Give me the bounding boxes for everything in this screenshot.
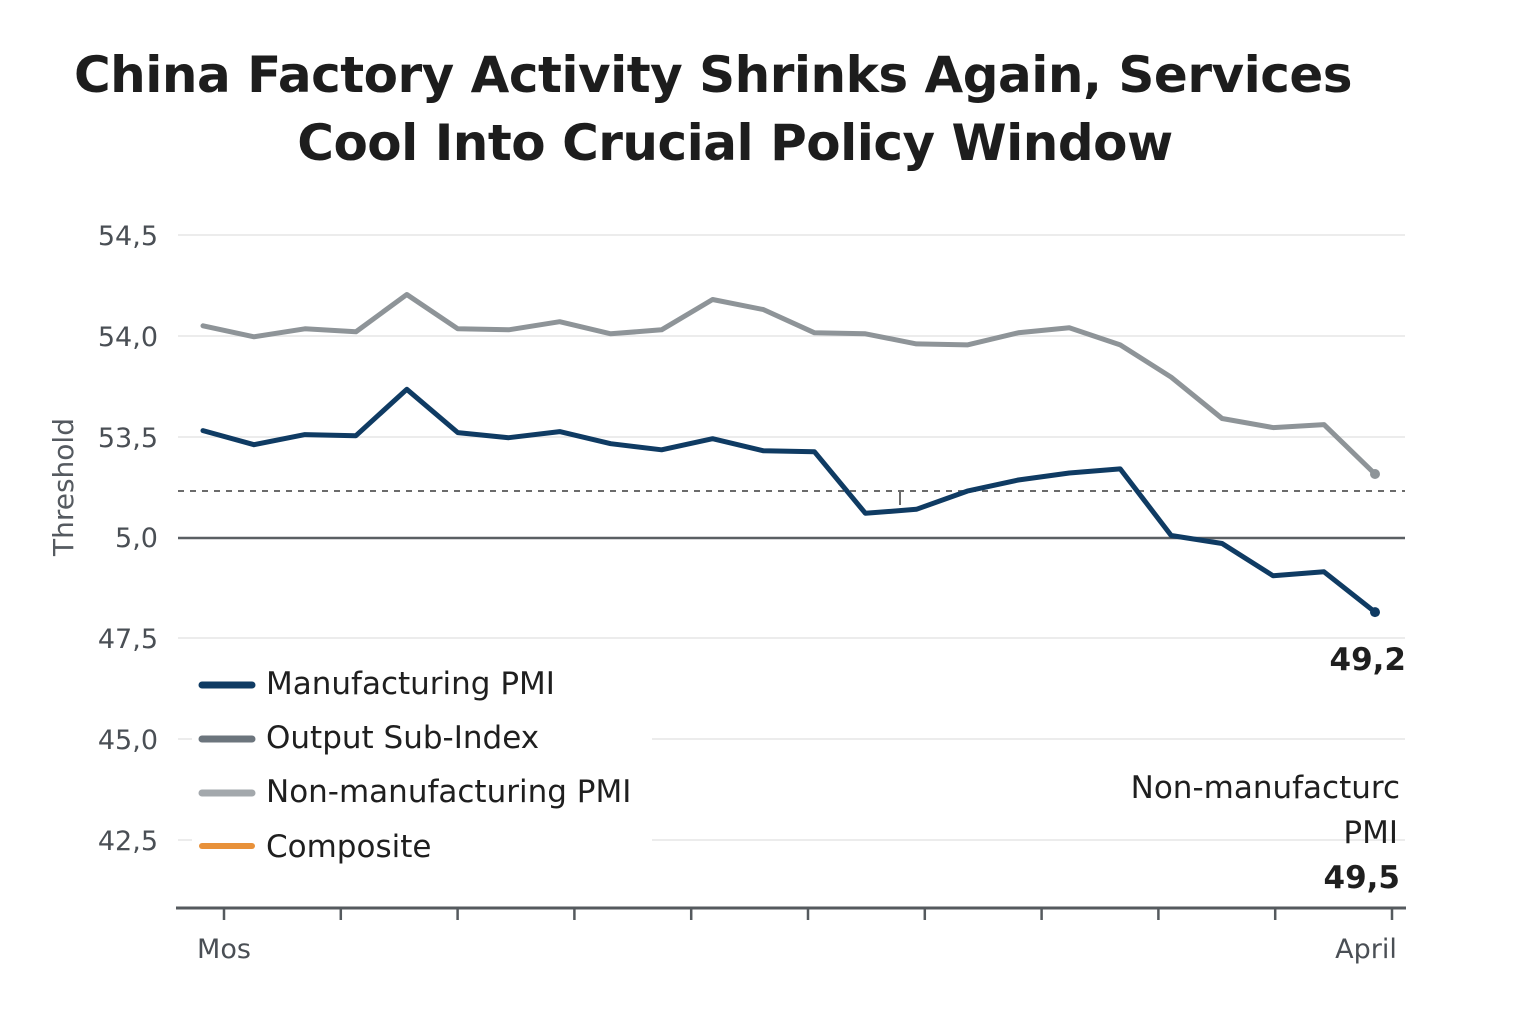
legend-background [192,652,652,872]
y-tick-label: 47,5 [98,624,158,655]
manufacturing-end-point [1370,607,1380,618]
x-tick-label-first: Mos [197,934,251,965]
legend: Manufacturing PMI Output Sub-Index Non-m… [192,652,652,872]
y-tick-label: 53,5 [98,423,158,454]
y-tick-label: 54,5 [98,221,158,252]
legend-label-manufacturing: Manufacturing PMI [266,666,555,702]
nonmanufacturing-end-label: Non-manufacturc [1131,770,1400,806]
nonmanufacturing-end-label-2: PMI [1343,815,1398,851]
manufacturing-pmi-line [200,386,1378,615]
chart-title-line-1: China Factory Activity Shrinks Again, Se… [74,46,1352,104]
manufacturing-end-value: 49,2 [1330,642,1407,678]
y-tick-label: 45,0 [98,725,158,756]
x-ticks [222,908,1394,920]
y-axis: 54,5 54,0 53,5 5,0 47,5 45,0 42,5 [98,221,158,857]
y-tick-label: 42,5 [98,826,158,857]
y-tick-label: 54,0 [98,322,158,353]
legend-label-composite: Composite [266,829,431,865]
y-tick-label: 5,0 [115,523,158,554]
legend-label-output: Output Sub-Index [266,720,539,756]
y-axis-label: Threshold [47,418,80,557]
series-layer [200,292,1380,618]
nonmanufacturing-pmi-line [200,292,1378,477]
x-tick-label-last: April [1335,934,1397,965]
nonmanufacturing-end-value: 49,5 [1324,860,1401,896]
legend-label-nonmanufacturing: Non-manufacturing PMI [266,774,631,810]
chart-title-line-2: Cool Into Crucial Policy Window [297,114,1172,172]
nonmanufacturing-end-point [1370,469,1380,479]
